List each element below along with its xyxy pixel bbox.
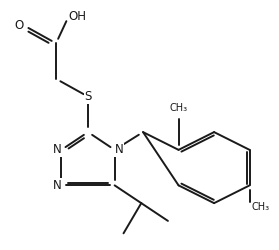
Text: OH: OH xyxy=(68,10,86,23)
Text: N: N xyxy=(53,143,61,156)
Text: CH₃: CH₃ xyxy=(251,202,270,212)
Text: CH₃: CH₃ xyxy=(170,102,188,113)
Text: N: N xyxy=(53,179,61,192)
Text: O: O xyxy=(15,19,24,32)
Text: S: S xyxy=(84,90,92,103)
Text: N: N xyxy=(115,143,123,156)
